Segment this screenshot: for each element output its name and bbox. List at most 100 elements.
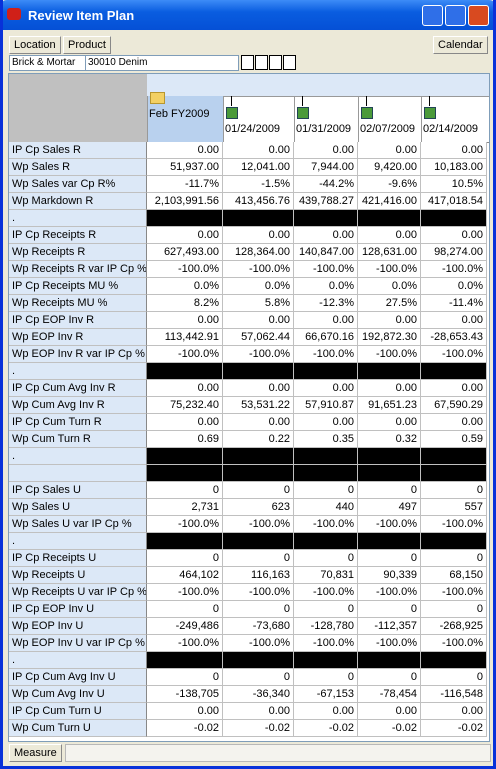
value-cell: 0.00 — [147, 414, 223, 431]
value-cell: 0.0% — [147, 278, 223, 295]
value-cell: -78,454 — [358, 686, 421, 703]
value-cell: 439,788.27 — [294, 193, 358, 210]
title-bar: Review Item Plan — [3, 0, 493, 30]
separator-cell — [294, 465, 358, 482]
row-label: IP Cp Cum Turn U — [9, 703, 147, 720]
value-cell: -100.0% — [294, 346, 358, 363]
row-label: IP Cp Sales R — [9, 142, 147, 159]
separator-cell — [223, 363, 294, 380]
value-cell: -268,925 — [421, 618, 487, 635]
separator-cell — [147, 652, 223, 669]
toolbar-button[interactable]: Location — [9, 36, 61, 54]
row-label: Wp Receipts R — [9, 244, 147, 261]
value-cell: -0.02 — [294, 720, 358, 737]
separator-cell — [147, 210, 223, 227]
separator-cell — [421, 652, 487, 669]
value-cell: 0 — [294, 482, 358, 499]
header-divider — [294, 96, 295, 142]
value-cell: 0.00 — [421, 227, 487, 244]
row-label: Wp Receipts R var IP Cp % — [9, 261, 147, 278]
separator-cell — [223, 465, 294, 482]
value-cell: -100.0% — [421, 516, 487, 533]
value-cell: 0.0% — [358, 278, 421, 295]
value-cell: -36,340 — [223, 686, 294, 703]
folder-icon — [150, 92, 165, 104]
value-cell: 0 — [223, 601, 294, 618]
value-cell: 627,493.00 — [147, 244, 223, 261]
row-label: Wp Sales var Cp R% — [9, 176, 147, 193]
maximize-button[interactable] — [445, 5, 466, 26]
separator-cell — [358, 465, 421, 482]
column-header: 01/31/2009 — [296, 123, 352, 135]
value-cell: 7,944.00 — [294, 159, 358, 176]
value-cell: 0.69 — [147, 431, 223, 448]
value-cell: -249,486 — [147, 618, 223, 635]
value-cell: 0.00 — [223, 312, 294, 329]
value-cell: -11.4% — [421, 295, 487, 312]
value-cell: 116,163 — [223, 567, 294, 584]
value-cell: 0.00 — [421, 703, 487, 720]
row-label: IP Cp Receipts MU % — [9, 278, 147, 295]
close-button[interactable] — [468, 5, 489, 26]
value-cell: 0.00 — [358, 380, 421, 397]
tick — [429, 96, 430, 106]
nav-first[interactable] — [241, 55, 254, 70]
value-cell: 0 — [147, 601, 223, 618]
nav-next[interactable] — [269, 55, 282, 70]
separator-cell — [421, 465, 487, 482]
column-header: 02/14/2009 — [423, 123, 479, 135]
value-cell: -100.0% — [223, 261, 294, 278]
separator-cell — [358, 448, 421, 465]
toolbar-button[interactable]: Product — [63, 36, 111, 54]
value-cell: -67,153 — [294, 686, 358, 703]
value-cell: 8.2% — [147, 295, 223, 312]
header-divider — [147, 96, 148, 142]
value-cell: 0.00 — [421, 380, 487, 397]
value-cell: 0.00 — [294, 414, 358, 431]
value-cell: 66,670.16 — [294, 329, 358, 346]
separator-cell — [147, 533, 223, 550]
value-cell: -0.02 — [421, 720, 487, 737]
row-label: Wp EOP Inv U var IP Cp % — [9, 635, 147, 652]
separator-cell — [421, 363, 487, 380]
value-cell: -100.0% — [147, 584, 223, 601]
row-label: IP Cp EOP Inv U — [9, 601, 147, 618]
horizontal-scrollbar[interactable] — [65, 744, 491, 762]
minimize-button[interactable] — [422, 5, 443, 26]
toolbar-button[interactable]: Calendar — [433, 36, 488, 54]
value-cell: 0.00 — [421, 142, 487, 159]
value-cell: 557 — [421, 499, 487, 516]
value-cell: 0.00 — [147, 703, 223, 720]
row-label: Wp Cum Turn R — [9, 431, 147, 448]
value-cell: 0.32 — [358, 431, 421, 448]
value-cell: 192,872.30 — [358, 329, 421, 346]
separator-cell — [358, 533, 421, 550]
value-cell: 0 — [294, 669, 358, 686]
value-cell: -11.7% — [147, 176, 223, 193]
value-cell: 0.59 — [421, 431, 487, 448]
value-cell: 0 — [223, 482, 294, 499]
value-cell: -100.0% — [147, 516, 223, 533]
nav-prev[interactable] — [255, 55, 268, 70]
value-cell: -28,653.43 — [421, 329, 487, 346]
row-label: Wp Cum Turn U — [9, 720, 147, 737]
separator-cell — [147, 363, 223, 380]
value-cell: 623 — [223, 499, 294, 516]
tick — [231, 96, 232, 106]
separator-cell — [294, 363, 358, 380]
row-label: Wp EOP Inv R var IP Cp % — [9, 346, 147, 363]
value-cell: -100.0% — [223, 635, 294, 652]
separator-cell — [358, 363, 421, 380]
row-label: Wp Receipts U var IP Cp % — [9, 584, 147, 601]
row-label: Wp Sales U var IP Cp % — [9, 516, 147, 533]
value-cell: -0.02 — [147, 720, 223, 737]
measure-button[interactable]: Measure — [9, 744, 62, 762]
value-cell: 0.00 — [294, 227, 358, 244]
calendar-icon — [226, 107, 238, 119]
header-divider — [421, 96, 422, 142]
row-label: Wp Cum Avg Inv R — [9, 397, 147, 414]
value-cell: 0.00 — [223, 227, 294, 244]
value-cell: 0 — [147, 482, 223, 499]
nav-last[interactable] — [283, 55, 296, 70]
separator-cell — [294, 448, 358, 465]
